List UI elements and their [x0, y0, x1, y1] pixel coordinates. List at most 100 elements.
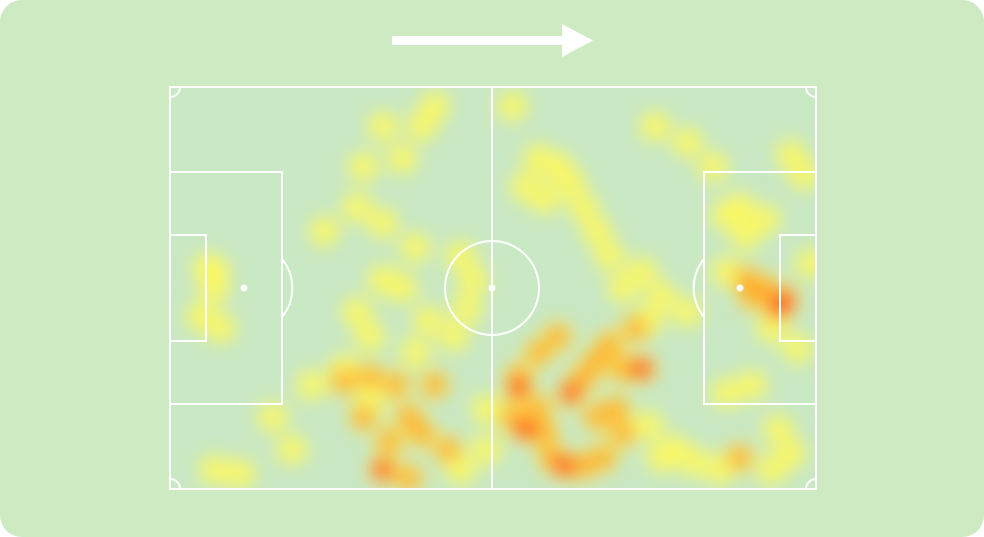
heat-blob-warm [584, 405, 609, 430]
pitch-lines [169, 86, 817, 490]
heat-blob-warm [604, 397, 629, 422]
left-goal-area [169, 234, 207, 342]
heat-blob [737, 369, 768, 400]
heat-blob-warm [396, 405, 421, 430]
heat-blob [225, 458, 256, 489]
heat-blob-hot [774, 290, 795, 311]
heat-blob [309, 216, 340, 247]
heat-blob [776, 139, 807, 170]
heat-blob [471, 434, 502, 465]
right-penalty-arc [692, 258, 705, 318]
heat-blob [406, 111, 437, 142]
heat-blob-hot [632, 358, 653, 379]
heat-blob-warm [422, 372, 447, 397]
heat-blob-warm [610, 356, 635, 381]
heat-blob [646, 281, 677, 312]
heat-blob-hot [515, 419, 536, 440]
heat-blob-warm [545, 324, 570, 349]
heat-blob [795, 248, 817, 279]
heat-blob-warm [377, 429, 402, 454]
heat-blob [205, 313, 236, 344]
heat-blob-warm [727, 445, 752, 470]
heat-blob [296, 369, 327, 400]
heat-blob-warm [526, 397, 551, 422]
heat-blob [497, 91, 528, 122]
heat-blob [672, 297, 703, 328]
heat-blob [199, 454, 230, 485]
heat-blob-warm [584, 348, 609, 373]
heat-blob-warm [610, 421, 635, 446]
heat-blob [633, 410, 664, 441]
heat-blob [387, 143, 418, 174]
heat-blob-warm [351, 405, 376, 430]
corner-arc [805, 86, 817, 98]
center-circle [444, 240, 540, 336]
heat-blob-warm [623, 316, 648, 341]
heat-blob-warm [331, 368, 356, 393]
heat-blob [257, 402, 288, 433]
heat-blob-warm [753, 276, 778, 300]
heat-blob-warm [597, 332, 622, 357]
left-penalty-spot [240, 284, 248, 292]
heat-blob [698, 151, 729, 182]
heat-blob [776, 438, 807, 469]
heat-blob [581, 216, 612, 247]
heat-blob [341, 297, 372, 328]
heat-blob-warm [532, 421, 557, 446]
heat-blob [387, 273, 418, 303]
heat-blob [277, 434, 308, 465]
right-goal-area [779, 234, 817, 342]
heat-blob [354, 321, 385, 352]
heat-blob [529, 184, 560, 215]
heat-blob [471, 394, 502, 425]
heat-blob-warm [591, 445, 616, 470]
heat-blob [452, 293, 483, 324]
heat-blob-hot [560, 383, 581, 404]
heat-blob-warm [357, 364, 382, 389]
heat-blob [199, 256, 230, 287]
heat-blob [400, 232, 431, 263]
corner-arc [169, 478, 181, 490]
heat-blob [555, 167, 586, 198]
heat-blob-warm [571, 453, 596, 478]
heat-blob [678, 446, 709, 477]
heat-blob [627, 256, 658, 287]
pitch [169, 86, 817, 490]
heat-blob [724, 192, 755, 223]
heat-blob [750, 204, 781, 235]
heatmap-layer [186, 91, 817, 490]
heat-blob [672, 127, 703, 158]
pitch-svg [169, 86, 817, 490]
heat-blob [594, 240, 625, 271]
center-spot [488, 284, 496, 292]
heat-blob [763, 414, 794, 445]
heat-blob [445, 454, 476, 485]
heat-blob-hot [554, 455, 575, 476]
heat-blob-warm [409, 421, 434, 446]
heat-blob [400, 337, 431, 368]
heat-blob-warm [435, 437, 460, 462]
right-arrow-icon [392, 24, 593, 57]
heat-blob-hot [508, 379, 529, 399]
heat-blob [367, 111, 398, 142]
heat-blob-hot [372, 459, 393, 480]
heat-blob [348, 151, 379, 182]
heat-blob-warm [383, 372, 408, 397]
heat-blob-warm [526, 340, 551, 365]
corner-arc [805, 478, 817, 490]
heat-blob [458, 264, 489, 295]
heat-blob [640, 111, 670, 142]
right-penalty-spot [736, 284, 744, 292]
heat-blob [782, 333, 813, 364]
heat-blob [367, 208, 398, 239]
left-penalty-arc [281, 258, 294, 318]
heat-blob-warm [396, 465, 421, 490]
heat-blob [413, 305, 444, 336]
corner-arc [169, 86, 181, 98]
heat-blob [568, 192, 599, 223]
heat-blob-warm [571, 364, 596, 389]
heat-blob [439, 321, 470, 352]
heat-blob [341, 192, 372, 223]
heat-blob [711, 378, 742, 409]
